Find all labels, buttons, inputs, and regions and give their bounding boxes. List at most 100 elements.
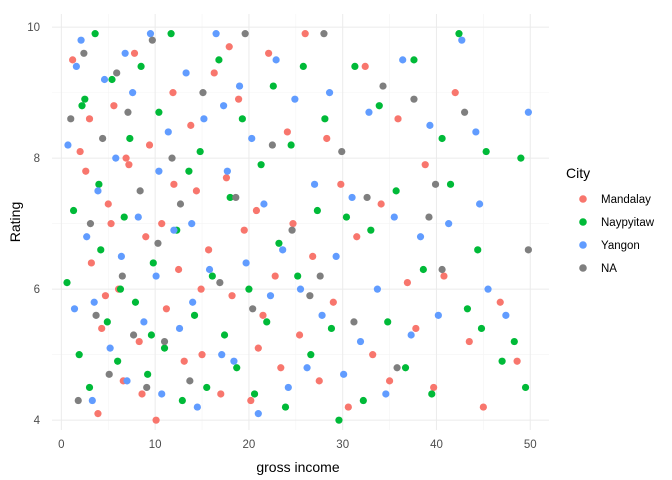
data-point bbox=[329, 298, 337, 306]
data-point bbox=[425, 213, 433, 221]
data-point bbox=[310, 180, 319, 188]
data-point bbox=[321, 115, 329, 123]
data-point bbox=[458, 36, 466, 44]
series-yangon bbox=[64, 30, 532, 418]
data-point bbox=[451, 89, 459, 97]
data-point bbox=[110, 102, 118, 110]
data-point bbox=[103, 318, 111, 326]
data-point bbox=[269, 82, 277, 90]
data-point bbox=[100, 75, 109, 84]
data-point bbox=[210, 69, 218, 77]
data-point bbox=[242, 259, 250, 267]
data-point bbox=[416, 233, 425, 241]
data-point bbox=[295, 331, 304, 339]
data-point bbox=[393, 364, 401, 372]
data-point bbox=[154, 239, 162, 247]
data-point bbox=[240, 226, 248, 234]
data-point bbox=[112, 154, 120, 162]
y-axis-ticks: 4 6 8 10 bbox=[27, 22, 40, 427]
data-point bbox=[160, 337, 169, 346]
data-point bbox=[252, 206, 261, 215]
data-point bbox=[146, 30, 155, 38]
data-point bbox=[129, 89, 137, 97]
data-point bbox=[289, 220, 297, 228]
data-point bbox=[510, 337, 518, 346]
data-point bbox=[92, 311, 100, 319]
data-point bbox=[220, 102, 228, 110]
data-point bbox=[129, 331, 138, 339]
data-point bbox=[147, 331, 155, 339]
data-point bbox=[167, 30, 175, 38]
x-tick-label: 0 bbox=[58, 439, 64, 451]
data-point bbox=[158, 390, 166, 398]
data-point bbox=[338, 147, 346, 156]
data-point bbox=[192, 187, 201, 195]
data-point bbox=[271, 272, 279, 280]
data-point bbox=[440, 272, 448, 280]
data-point bbox=[178, 396, 186, 405]
data-point bbox=[472, 128, 480, 136]
data-point bbox=[313, 206, 321, 215]
data-point bbox=[306, 292, 314, 300]
data-point bbox=[356, 337, 365, 346]
data-point bbox=[168, 154, 176, 162]
data-point bbox=[327, 324, 336, 333]
data-point bbox=[279, 246, 287, 254]
x-tick-label: 30 bbox=[336, 439, 349, 451]
data-point bbox=[170, 226, 178, 234]
data-point bbox=[205, 246, 213, 254]
data-point bbox=[143, 383, 151, 392]
data-point bbox=[88, 396, 96, 405]
data-point bbox=[148, 36, 156, 44]
data-point bbox=[344, 403, 352, 411]
data-point bbox=[113, 69, 121, 77]
data-point bbox=[69, 206, 78, 215]
data-point bbox=[126, 134, 134, 143]
data-point bbox=[145, 141, 154, 149]
data-point bbox=[438, 265, 446, 274]
data-point bbox=[513, 357, 521, 365]
data-point bbox=[144, 370, 152, 378]
data-point bbox=[385, 377, 394, 385]
data-point bbox=[223, 167, 231, 175]
legend-key bbox=[579, 264, 587, 272]
data-point bbox=[199, 89, 207, 97]
data-point bbox=[85, 115, 94, 123]
data-point bbox=[524, 108, 532, 116]
data-point bbox=[122, 154, 130, 162]
y-axis-title: Rating bbox=[7, 202, 23, 242]
data-point bbox=[220, 331, 229, 339]
data-point bbox=[248, 134, 256, 143]
data-point bbox=[245, 285, 253, 293]
data-point bbox=[101, 292, 110, 300]
data-point bbox=[208, 272, 216, 280]
legend-label: Naypyitaw bbox=[601, 217, 655, 229]
data-point bbox=[203, 383, 211, 392]
data-point bbox=[105, 370, 113, 378]
data-point bbox=[78, 102, 86, 110]
data-point bbox=[431, 180, 440, 188]
data-point bbox=[390, 213, 398, 221]
y-tick-label: 10 bbox=[27, 22, 40, 34]
data-point bbox=[108, 75, 116, 84]
data-point bbox=[222, 174, 231, 182]
data-point bbox=[410, 95, 418, 103]
y-tick-label: 8 bbox=[34, 153, 40, 165]
data-point bbox=[91, 30, 99, 38]
data-point bbox=[186, 377, 194, 385]
data-point bbox=[99, 134, 107, 143]
data-point bbox=[69, 56, 77, 64]
data-point bbox=[106, 344, 114, 352]
data-point bbox=[410, 56, 418, 64]
data-point bbox=[399, 56, 407, 64]
data-point bbox=[421, 161, 429, 169]
data-point bbox=[205, 265, 214, 274]
data-point bbox=[196, 147, 204, 156]
data-point bbox=[124, 108, 132, 116]
data-point bbox=[67, 115, 75, 123]
data-point bbox=[263, 318, 271, 326]
data-point bbox=[482, 147, 490, 156]
data-point bbox=[81, 95, 89, 103]
data-point bbox=[85, 383, 94, 392]
data-point bbox=[382, 390, 390, 398]
